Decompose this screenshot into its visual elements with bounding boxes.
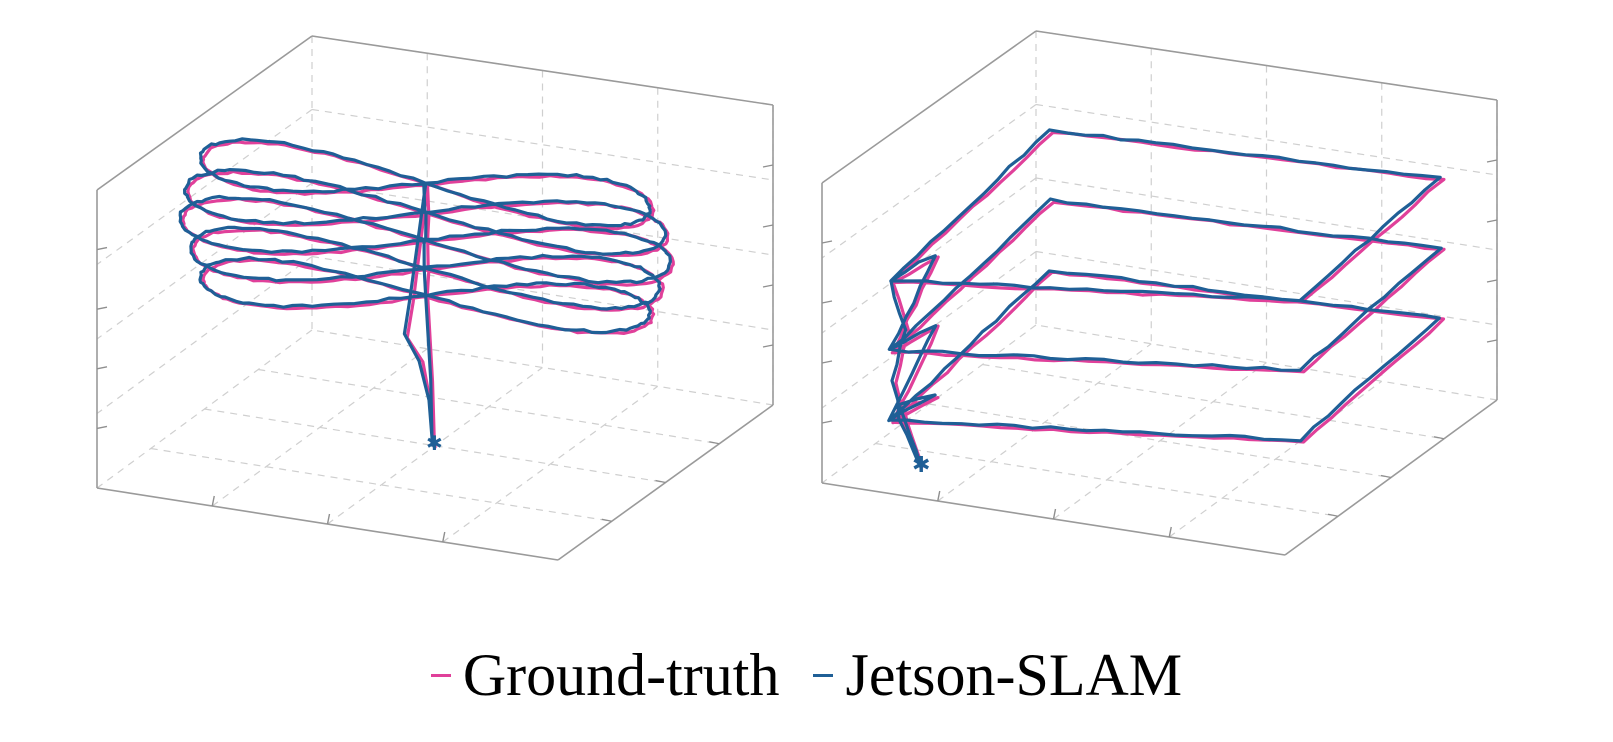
left-plot-tick xyxy=(655,479,666,484)
left-plot-tick xyxy=(96,366,108,370)
right-plot-tick xyxy=(821,360,833,364)
right-plot-gridline xyxy=(821,177,1037,334)
right-plot-gridline xyxy=(821,104,1037,259)
left-plot-gridline xyxy=(96,109,313,265)
left-plot-tick xyxy=(96,425,108,430)
right-plot-tick xyxy=(1486,219,1498,223)
legend-swatch-jetson-slam xyxy=(813,673,834,677)
legend-entry-ground-truth: Ground-truth xyxy=(430,642,780,708)
left-plot-tick xyxy=(96,306,108,310)
right-plot-tick xyxy=(1486,159,1498,163)
legend: Ground-truth Jetson-SLAM xyxy=(0,630,1613,720)
left-plot-tick xyxy=(709,441,720,445)
left-plot-tick xyxy=(601,518,612,522)
right-plot-gridline xyxy=(1168,380,1383,538)
left-start-marker: ✱ xyxy=(426,431,443,455)
trajectory-plots: ✱✱ xyxy=(96,30,1498,561)
left-plot-tick xyxy=(326,513,331,525)
right-series-ground-truth xyxy=(890,130,1446,469)
left-series-jetson-slam xyxy=(178,137,672,447)
right-plot-gridline xyxy=(1035,103,1498,176)
left-plot-edge xyxy=(311,35,774,106)
right-plot-tick xyxy=(1486,279,1498,283)
right-plot-gridline xyxy=(937,343,1152,502)
left-plot-tick xyxy=(762,164,774,168)
right-plot-tick xyxy=(1433,436,1445,440)
right-plot-edge xyxy=(1035,30,1498,101)
right-start-marker: ✱ xyxy=(912,453,930,478)
right-plot-tick xyxy=(821,240,833,244)
left-plot-gridline xyxy=(96,182,313,340)
legend-swatch-ground-truth xyxy=(430,673,451,677)
left-plot-tick xyxy=(762,284,774,288)
left-plot-tick xyxy=(762,344,774,348)
right-plot-tick xyxy=(821,420,833,424)
right-plot-tick xyxy=(1168,526,1172,538)
right-plot-tick xyxy=(1380,474,1392,479)
left-plot-edge xyxy=(96,35,313,191)
right-plot-tick xyxy=(821,300,833,304)
left-plot-gridline xyxy=(442,385,659,543)
right-plot-tick xyxy=(1486,339,1498,343)
right-plot-edge xyxy=(821,30,1037,184)
legend-label-jetson-slam: Jetson-SLAM xyxy=(845,642,1183,708)
right-plot-tick xyxy=(1052,508,1057,520)
left-plot-tick xyxy=(442,531,446,543)
right-plot-tick xyxy=(1327,513,1339,517)
left-plot-tick xyxy=(762,224,774,228)
left-plot-gridline xyxy=(211,348,428,507)
left-plot-tick xyxy=(96,246,108,251)
right-plot-tick xyxy=(937,490,941,502)
right-series-jetson-slam xyxy=(887,128,1443,468)
right-plot-gridline xyxy=(1053,362,1267,520)
left-plot-tick xyxy=(211,495,215,507)
legend-entry-jetson-slam: Jetson-SLAM xyxy=(813,645,1182,705)
legend-label-ground-truth: Ground-truth xyxy=(462,642,780,708)
